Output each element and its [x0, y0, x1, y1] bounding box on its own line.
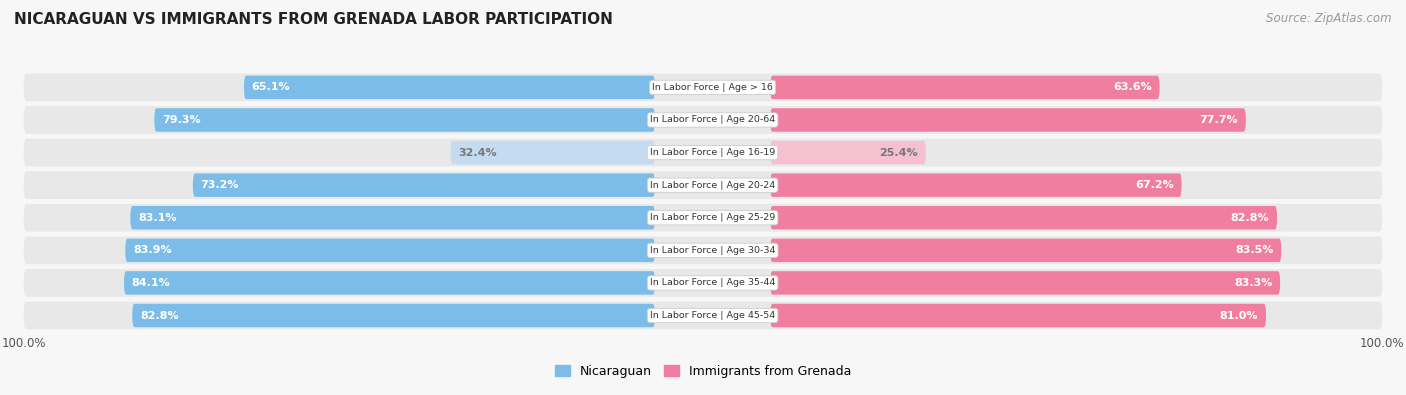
FancyBboxPatch shape: [155, 108, 655, 132]
Text: 79.3%: 79.3%: [162, 115, 201, 125]
Text: In Labor Force | Age 20-24: In Labor Force | Age 20-24: [650, 181, 775, 190]
Text: 83.1%: 83.1%: [138, 213, 177, 223]
FancyBboxPatch shape: [24, 269, 1382, 297]
FancyBboxPatch shape: [770, 173, 1181, 197]
FancyBboxPatch shape: [24, 171, 1382, 199]
FancyBboxPatch shape: [245, 76, 655, 99]
Text: NICARAGUAN VS IMMIGRANTS FROM GRENADA LABOR PARTICIPATION: NICARAGUAN VS IMMIGRANTS FROM GRENADA LA…: [14, 12, 613, 27]
FancyBboxPatch shape: [24, 237, 1382, 264]
Text: 83.3%: 83.3%: [1234, 278, 1272, 288]
Legend: Nicaraguan, Immigrants from Grenada: Nicaraguan, Immigrants from Grenada: [550, 360, 856, 383]
Text: In Labor Force | Age 45-54: In Labor Force | Age 45-54: [650, 311, 775, 320]
Text: In Labor Force | Age > 16: In Labor Force | Age > 16: [652, 83, 773, 92]
Text: In Labor Force | Age 20-64: In Labor Force | Age 20-64: [650, 115, 775, 124]
FancyBboxPatch shape: [125, 239, 655, 262]
FancyBboxPatch shape: [193, 173, 655, 197]
Text: 81.0%: 81.0%: [1220, 310, 1258, 320]
Text: Source: ZipAtlas.com: Source: ZipAtlas.com: [1267, 12, 1392, 25]
FancyBboxPatch shape: [124, 271, 655, 295]
FancyBboxPatch shape: [132, 304, 655, 327]
Text: 73.2%: 73.2%: [201, 180, 239, 190]
Text: 83.5%: 83.5%: [1236, 245, 1274, 255]
FancyBboxPatch shape: [24, 73, 1382, 101]
FancyBboxPatch shape: [131, 206, 655, 229]
Text: 63.6%: 63.6%: [1114, 83, 1152, 92]
Text: In Labor Force | Age 16-19: In Labor Force | Age 16-19: [650, 148, 775, 157]
Text: In Labor Force | Age 35-44: In Labor Force | Age 35-44: [650, 278, 775, 288]
Text: 82.8%: 82.8%: [141, 310, 179, 320]
FancyBboxPatch shape: [770, 239, 1281, 262]
FancyBboxPatch shape: [770, 141, 925, 164]
FancyBboxPatch shape: [24, 106, 1382, 134]
FancyBboxPatch shape: [450, 141, 655, 164]
FancyBboxPatch shape: [24, 139, 1382, 166]
Text: 84.1%: 84.1%: [132, 278, 170, 288]
FancyBboxPatch shape: [24, 204, 1382, 231]
Text: 32.4%: 32.4%: [458, 148, 496, 158]
FancyBboxPatch shape: [770, 76, 1160, 99]
FancyBboxPatch shape: [770, 304, 1265, 327]
FancyBboxPatch shape: [770, 206, 1277, 229]
Text: 83.9%: 83.9%: [134, 245, 172, 255]
Text: In Labor Force | Age 30-34: In Labor Force | Age 30-34: [650, 246, 775, 255]
FancyBboxPatch shape: [24, 302, 1382, 329]
Text: 82.8%: 82.8%: [1230, 213, 1270, 223]
FancyBboxPatch shape: [770, 108, 1246, 132]
Text: In Labor Force | Age 25-29: In Labor Force | Age 25-29: [650, 213, 775, 222]
Text: 25.4%: 25.4%: [879, 148, 918, 158]
Text: 77.7%: 77.7%: [1199, 115, 1239, 125]
FancyBboxPatch shape: [770, 271, 1279, 295]
Text: 67.2%: 67.2%: [1135, 180, 1174, 190]
Text: 65.1%: 65.1%: [252, 83, 290, 92]
